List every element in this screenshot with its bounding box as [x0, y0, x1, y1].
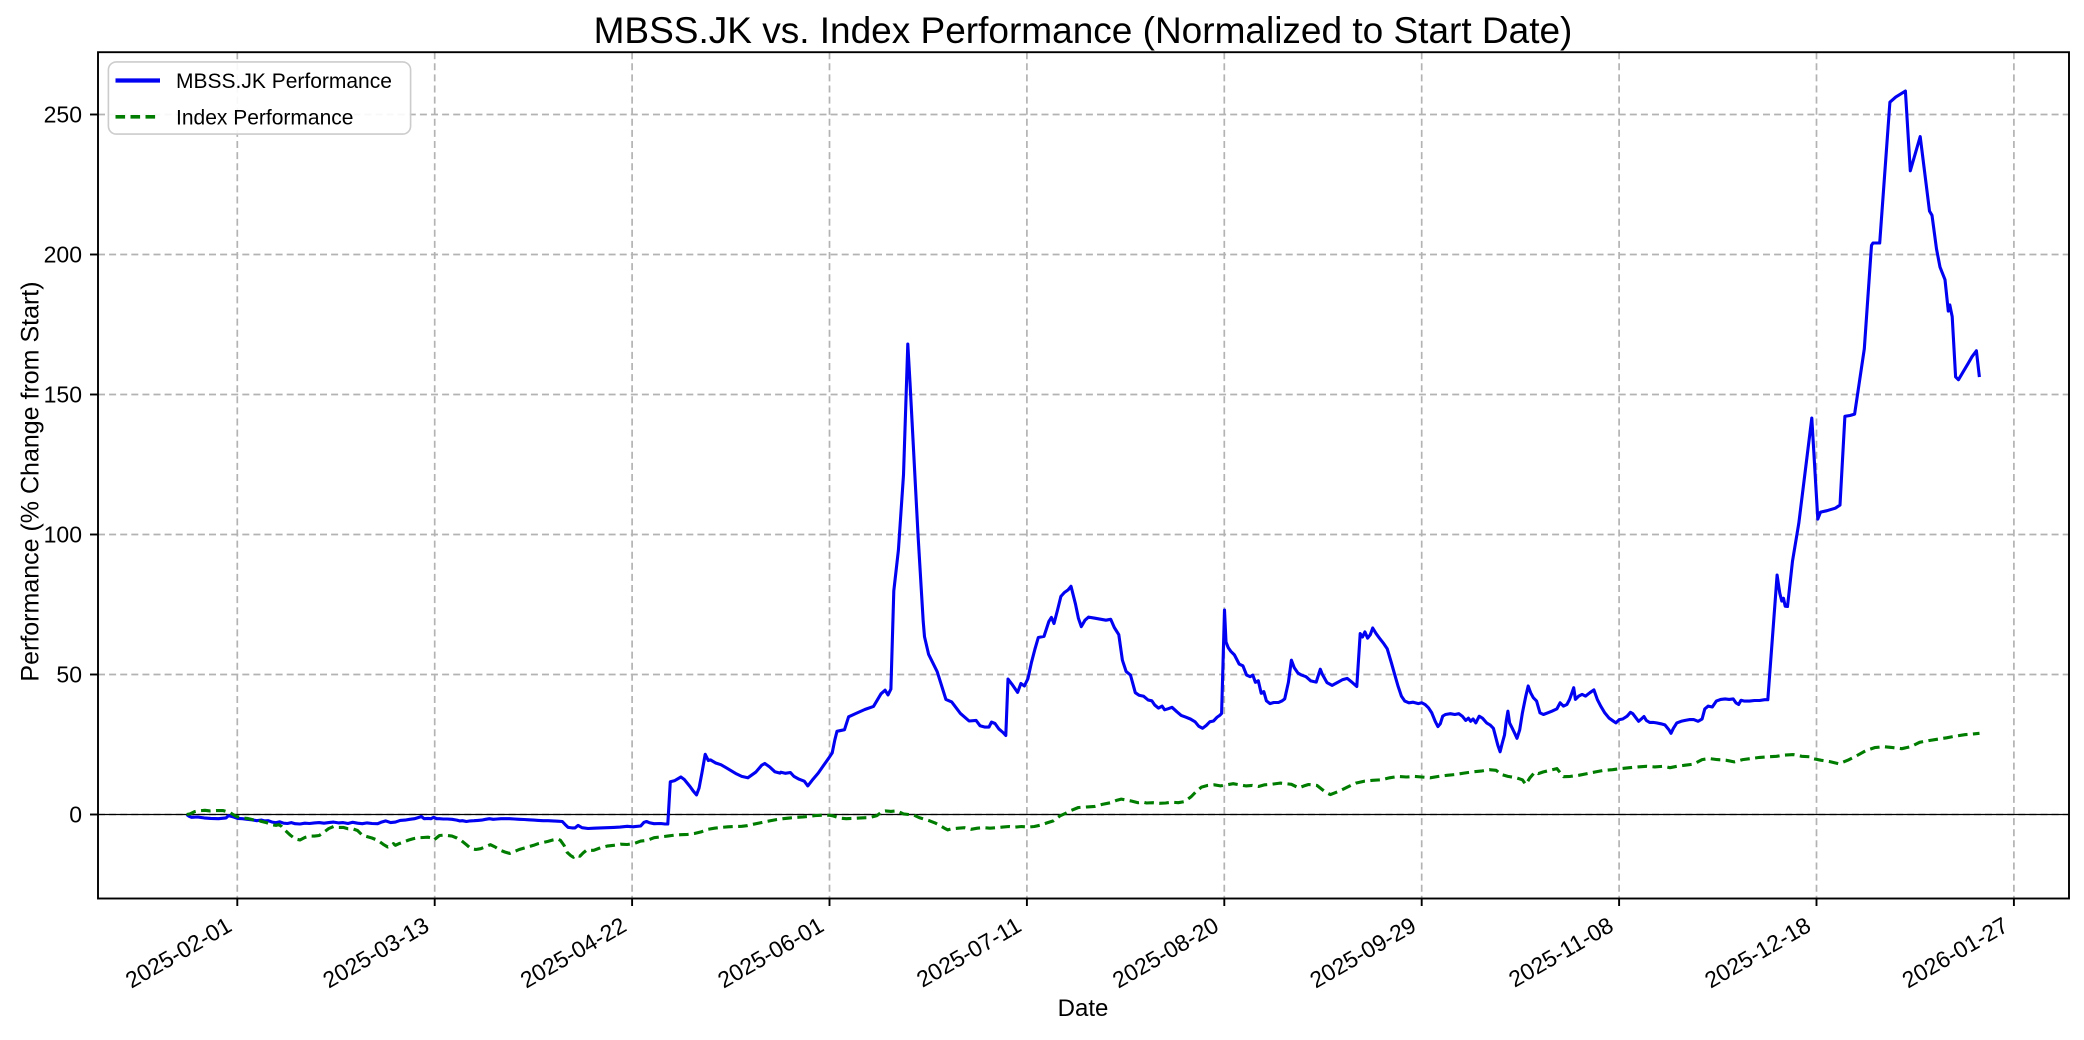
- svg-text:Index Performance: Index Performance: [176, 107, 353, 130]
- svg-text:250: 250: [44, 102, 82, 128]
- svg-text:200: 200: [44, 242, 82, 268]
- svg-text:50: 50: [56, 662, 82, 688]
- svg-text:Date: Date: [1058, 995, 1109, 1022]
- svg-text:MBSS.JK Performance: MBSS.JK Performance: [176, 70, 392, 93]
- svg-text:0: 0: [69, 802, 82, 828]
- svg-text:100: 100: [44, 522, 82, 548]
- svg-text:MBSS.JK vs. Index Performance: MBSS.JK vs. Index Performance (Normalize…: [594, 10, 1573, 51]
- svg-text:150: 150: [44, 382, 82, 408]
- svg-text:Performance (% Change from Sta: Performance (% Change from Start): [17, 281, 45, 681]
